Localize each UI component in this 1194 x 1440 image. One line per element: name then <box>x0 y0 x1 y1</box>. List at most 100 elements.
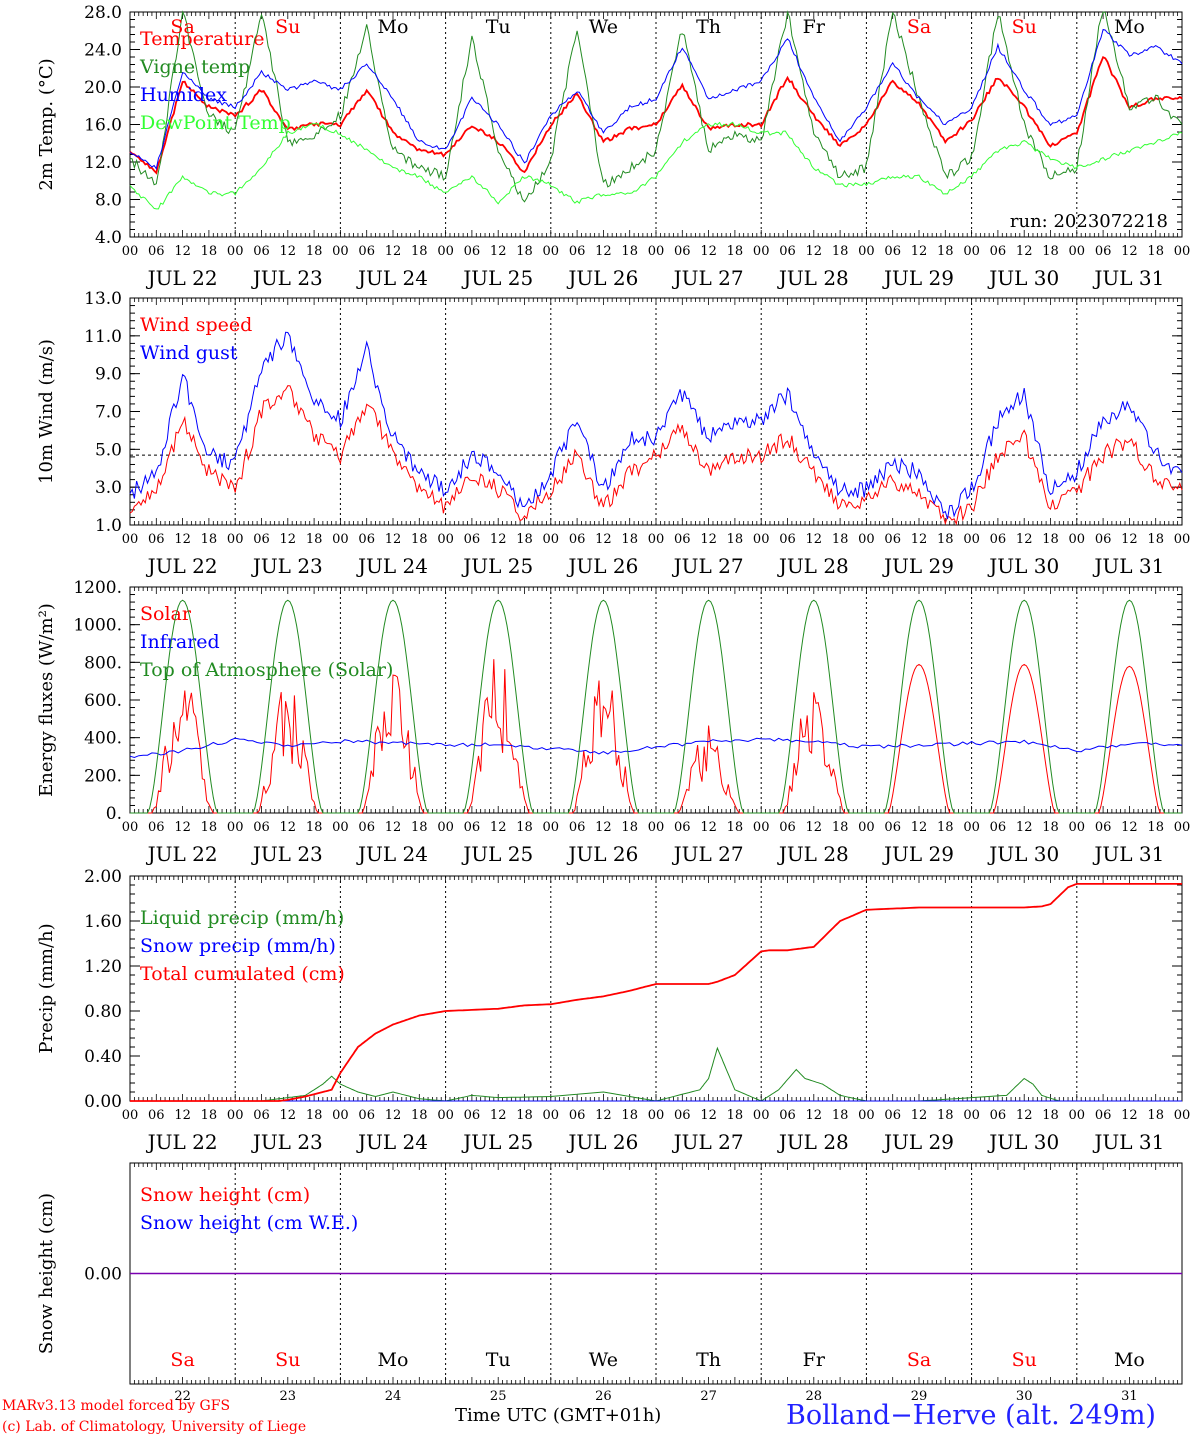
y-tick-label: 8.0 <box>95 191 122 211</box>
series-line <box>129 28 1183 170</box>
hour-tick-label: 00 <box>227 532 244 547</box>
y-tick-label: 400. <box>84 729 122 749</box>
date-label: JUL 29 <box>882 554 954 578</box>
hour-tick-label: 00 <box>753 244 770 259</box>
y-tick-label: 0.80 <box>84 1002 122 1022</box>
date-label: JUL 22 <box>146 554 218 578</box>
hour-tick-label: 06 <box>674 1108 691 1123</box>
hour-tick-label: 18 <box>621 532 638 547</box>
date-label: JUL 31 <box>1092 266 1164 290</box>
hour-tick-label: 00 <box>858 820 875 835</box>
hour-tick-label: 12 <box>595 1108 612 1123</box>
hour-tick-label: 00 <box>332 1108 349 1123</box>
hour-tick-label: 18 <box>201 244 218 259</box>
panel-4: 0.00 0.40 0.80 1.20 1.60 2.00 Precip (mm/h) 00 0… <box>36 867 1190 1154</box>
hour-tick-label: 12 <box>490 244 507 259</box>
hour-tick-label: 12 <box>700 244 717 259</box>
hour-tick-label: 06 <box>148 244 165 259</box>
hour-tick-label: 12 <box>280 532 297 547</box>
hour-tick-label: 18 <box>411 820 428 835</box>
hour-tick-label: 00 <box>963 820 980 835</box>
hour-tick-label: 12 <box>490 820 507 835</box>
day-name-top: We <box>589 16 618 38</box>
hour-tick-label: 00 <box>648 244 665 259</box>
hour-tick-label: 00 <box>437 820 454 835</box>
hour-tick-label: 06 <box>990 820 1007 835</box>
hour-tick-label: 00 <box>543 532 560 547</box>
day-number: 29 <box>911 1389 928 1404</box>
hour-tick-label: 06 <box>990 244 1007 259</box>
y-axis-label: Energy fluxes (W/m²) <box>36 603 57 797</box>
hour-tick-label: 00 <box>227 244 244 259</box>
hour-tick-label: 00 <box>753 820 770 835</box>
hour-tick-label: 06 <box>674 244 691 259</box>
legend-entry: Snow height (cm) <box>140 1184 310 1206</box>
hour-tick-label: 06 <box>779 244 796 259</box>
hour-tick-label: 06 <box>253 244 270 259</box>
y-tick-label: 16.0 <box>84 116 122 136</box>
hour-tick-label: 18 <box>516 820 533 835</box>
hour-tick-label: 12 <box>385 820 402 835</box>
hour-tick-label: 00 <box>543 1108 560 1123</box>
hour-tick-label: 18 <box>727 244 744 259</box>
day-name-bottom: Su <box>275 1349 300 1371</box>
series-line <box>129 385 1183 526</box>
day-number: 22 <box>174 1389 191 1404</box>
hour-tick-label: 06 <box>884 1108 901 1123</box>
hour-tick-label: 12 <box>490 1108 507 1123</box>
day-name-top: Th <box>696 16 721 38</box>
date-label: JUL 22 <box>146 266 218 290</box>
hour-tick-label: 00 <box>227 1108 244 1123</box>
hour-tick-label: 06 <box>674 820 691 835</box>
hour-tick-label: 12 <box>1121 244 1138 259</box>
hour-tick-label: 00 <box>1069 820 1086 835</box>
series-line <box>129 737 1183 759</box>
y-tick-label: 5.0 <box>95 440 122 460</box>
hour-tick-label: 06 <box>1095 532 1112 547</box>
hour-tick-label: 12 <box>280 244 297 259</box>
y-tick-label: 11.0 <box>84 327 122 347</box>
y-tick-label: 0.00 <box>84 1265 122 1285</box>
y-axis-label: Snow height (cm) <box>36 1193 57 1354</box>
y-tick-label: 1.0 <box>95 516 122 536</box>
y-tick-label: 0.00 <box>84 1092 122 1112</box>
hour-tick-label: 00 <box>1069 244 1086 259</box>
day-number: 24 <box>385 1389 402 1404</box>
day-name-bottom: Fr <box>803 1349 826 1371</box>
hour-tick-label: 12 <box>911 532 928 547</box>
hour-tick-label: 06 <box>1095 1108 1112 1123</box>
hour-tick-label: 00 <box>858 1108 875 1123</box>
hour-tick-label: 12 <box>700 820 717 835</box>
hour-tick-label: 18 <box>1042 1108 1059 1123</box>
hour-tick-label: 18 <box>1042 820 1059 835</box>
date-label: JUL 26 <box>566 554 638 578</box>
date-label: JUL 28 <box>777 842 849 866</box>
date-label: JUL 25 <box>461 554 533 578</box>
hour-tick-label: 00 <box>122 532 139 547</box>
day-number: 27 <box>700 1389 717 1404</box>
hour-tick-label: 12 <box>595 820 612 835</box>
hour-tick-label: 18 <box>832 820 849 835</box>
hour-tick-label: 00 <box>648 1108 665 1123</box>
hour-tick-label: 12 <box>280 820 297 835</box>
hour-tick-label: 00 <box>543 244 560 259</box>
panel-3: 0. 200. 400. 600. 800. 1000. 1200. Energy fluxe… <box>36 578 1190 866</box>
legend-entry: Liquid precip (mm/h) <box>140 907 344 929</box>
hour-tick-label: 18 <box>411 1108 428 1123</box>
day-name-bottom: Mo <box>1114 1349 1145 1371</box>
date-label: JUL 30 <box>987 554 1059 578</box>
hour-tick-label: 12 <box>385 532 402 547</box>
hour-tick-label: 06 <box>990 532 1007 547</box>
hour-tick-label: 00 <box>648 820 665 835</box>
day-number: 23 <box>280 1389 297 1404</box>
hour-tick-label: 00 <box>753 1108 770 1123</box>
hour-tick-label: 18 <box>727 820 744 835</box>
panel-5: 0.00 Snow height (cm) Snow height (cm) Snow… <box>36 1162 1183 1385</box>
hour-tick-label: 12 <box>385 1108 402 1123</box>
date-label: JUL 27 <box>672 1130 744 1154</box>
legend-entry: Wind speed <box>140 314 252 336</box>
legend-entry: Vigne temp <box>139 56 250 78</box>
hour-tick-label: 00 <box>122 244 139 259</box>
hour-tick-label: 18 <box>411 532 428 547</box>
hour-tick-label: 12 <box>911 244 928 259</box>
